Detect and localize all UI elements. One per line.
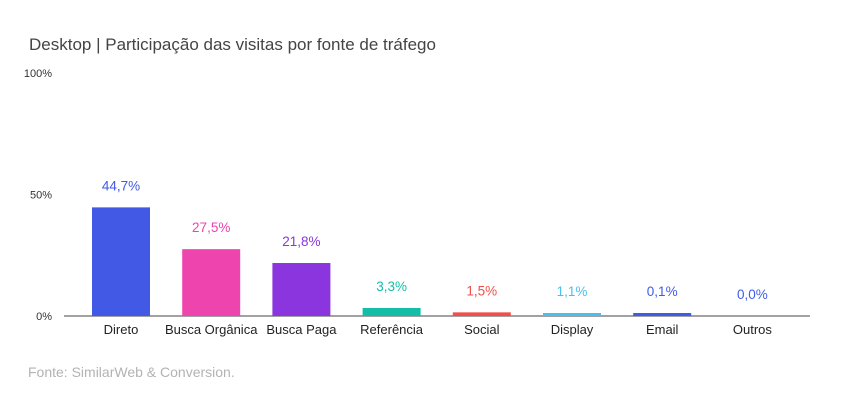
bar — [633, 313, 692, 316]
bars-group — [92, 207, 692, 316]
data-label: 21,8% — [282, 234, 320, 249]
chart-title: Desktop | Participação das visitas por f… — [29, 35, 436, 54]
data-label: 27,5% — [192, 220, 230, 235]
data-labels-group: 44,7% 27,5% 21,8% 3,3% 1,5% 1,1% 0,1% 0,0% — [102, 178, 768, 302]
category-label: Direto — [104, 322, 139, 337]
bar — [543, 313, 601, 316]
category-labels-group: Direto Busca Orgânica Busca Paga Referência… — [104, 322, 773, 337]
data-label: 0,1% — [647, 284, 678, 299]
y-tick-label: 0% — [36, 311, 52, 323]
y-tick-label: 50% — [30, 190, 52, 202]
category-label: Busca Paga — [266, 322, 337, 337]
data-label: 0,0% — [737, 287, 768, 302]
source-note: Fonte: SimilarWeb & Conversion. — [28, 364, 235, 380]
data-label: 1,5% — [466, 283, 497, 298]
bar — [452, 312, 511, 316]
bar — [362, 307, 421, 316]
data-label: 44,7% — [102, 178, 140, 193]
category-label: Busca Orgânica — [165, 322, 258, 337]
category-label: Email — [646, 322, 679, 337]
bar — [182, 249, 241, 316]
category-label: Outros — [733, 322, 773, 337]
category-label: Display — [551, 322, 594, 337]
bar — [92, 207, 150, 316]
bar — [272, 263, 331, 316]
category-label: Social — [464, 322, 500, 337]
data-label: 3,3% — [376, 279, 407, 294]
y-axis-ticks: 0% 50% 100% — [24, 68, 52, 323]
data-label: 1,1% — [557, 284, 588, 299]
y-tick-label: 100% — [24, 68, 52, 80]
category-label: Referência — [360, 322, 424, 337]
